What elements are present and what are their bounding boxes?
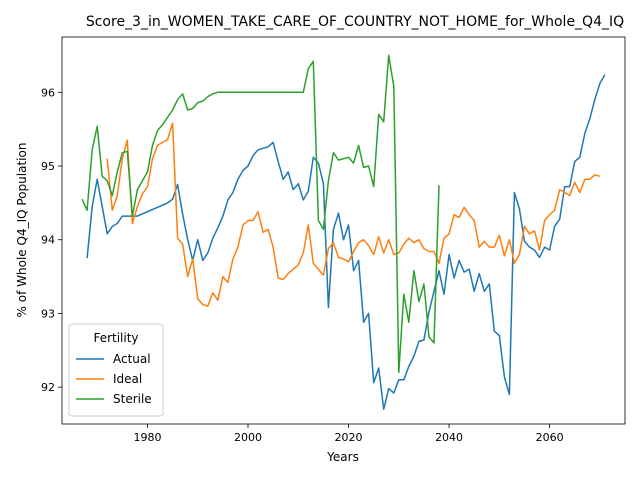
x-axis-label: Years [326,450,359,464]
legend-label-sterile: Sterile [113,392,152,406]
series-line-actual [86,74,606,411]
legend: Fertility Actual Ideal Sterile [68,323,164,417]
y-axis-label: % of Whole Q4_IQ Population [15,143,29,318]
x-tick-label: 2000 [234,431,262,444]
x-tick-label: 2060 [536,431,564,444]
y-tick-label: 94 [41,234,55,247]
y-tick-label: 92 [41,381,55,394]
x-tick-label: 2040 [435,431,463,444]
legend-label-ideal: Ideal [113,372,142,386]
x-axis: 1980 2000 2020 2040 2060 [133,424,564,444]
x-tick-label: 2020 [335,431,363,444]
legend-label-actual: Actual [113,352,151,366]
legend-entries: Actual Ideal Sterile [76,352,152,406]
legend-title: Fertility [93,331,138,345]
y-tick-label: 96 [41,86,55,99]
chart-title: Score_3_in_WOMEN_TAKE_CARE_OF_COUNTRY_NO… [86,14,624,30]
plot-area: 1980 2000 2020 2040 2060 92 93 94 95 96 [41,36,626,444]
legend-box [68,323,164,417]
x-tick-label: 1980 [133,431,161,444]
y-tick-label: 95 [41,160,55,173]
y-tick-label: 93 [41,307,55,320]
series-lines [81,54,606,411]
plot-frame [61,36,626,425]
series-line-ideal [106,122,601,307]
y-axis: 92 93 94 95 96 [41,86,62,394]
series-line-sterile [81,54,440,374]
